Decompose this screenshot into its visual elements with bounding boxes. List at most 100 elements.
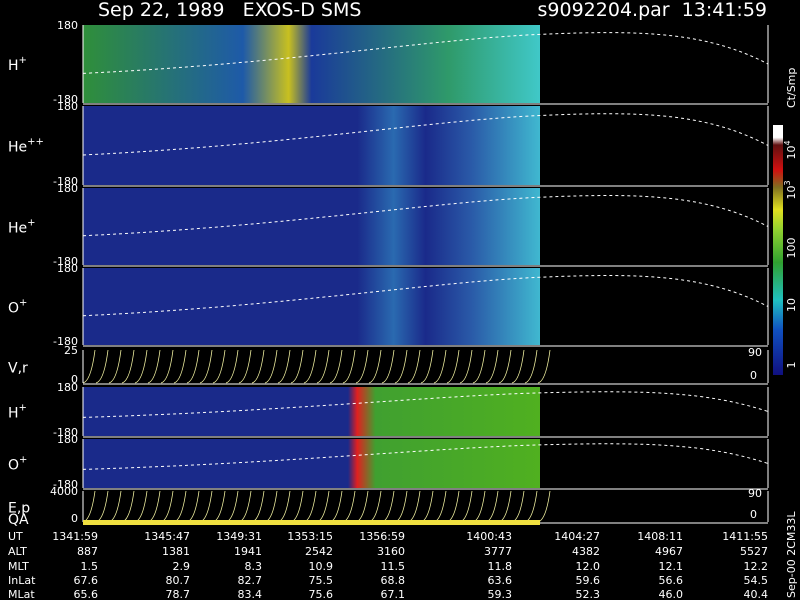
panel-label: V,r: [8, 361, 28, 377]
table-cell: 1.5: [81, 560, 99, 573]
colorbar-tick: 1: [785, 362, 798, 369]
panel-label: He++: [8, 137, 44, 156]
charge: +: [19, 55, 27, 66]
spectrogram: [83, 268, 540, 345]
table-cell: 5527: [740, 545, 768, 558]
colorbar: [773, 125, 783, 375]
table-cell: 75.5: [309, 574, 334, 587]
table-cell: 10.9: [309, 560, 334, 573]
table-cell: 887: [77, 545, 98, 558]
ion: H: [8, 58, 19, 74]
y-bottom-label: 0: [71, 373, 78, 386]
table-cell: 46.0: [659, 588, 684, 600]
table-cell: InLat: [8, 574, 36, 587]
charge: ++: [27, 137, 44, 148]
table-cell: 67.1: [381, 588, 406, 600]
spectrogram: [83, 25, 540, 103]
y-top-label: 180: [57, 381, 78, 394]
footer: Sep-00 2CM33L: [785, 511, 798, 598]
table-cell: 8.3: [245, 560, 263, 573]
table-cell: 1356:59: [359, 530, 405, 543]
title: Sep 22, 1989 EXOS-D SMS: [98, 0, 361, 21]
table-cell: MLT: [8, 560, 29, 573]
table-cell: MLat: [8, 588, 35, 600]
table-cell: 1941: [234, 545, 262, 558]
table-cell: 54.5: [744, 574, 769, 587]
y-bottom-label: -180: [53, 426, 78, 439]
tick-base: 1: [785, 362, 798, 369]
right-axis-top: 90: [748, 487, 762, 500]
table-cell: 4382: [572, 545, 600, 558]
y-bottom-label: -180: [53, 335, 78, 348]
angle-curves: [82, 349, 551, 384]
tick-base: 10: [785, 146, 798, 160]
dashed-curve: [82, 443, 769, 470]
table-cell: 83.4: [238, 588, 263, 600]
charge: +: [27, 218, 35, 229]
tick-base: 100: [785, 238, 798, 259]
table-cell: 1381: [162, 545, 190, 558]
table-cell: 63.6: [488, 574, 513, 587]
colorbar-tick: 104: [783, 140, 798, 159]
charge: +: [19, 298, 27, 309]
table-cell: 65.6: [74, 588, 99, 600]
charge: +: [19, 455, 27, 466]
tick-exp: 4: [783, 140, 792, 145]
table-cell: 59.6: [576, 574, 601, 587]
angle-curves: [82, 490, 551, 523]
table-cell: UT: [8, 530, 23, 543]
colorbar-tick: 10: [785, 298, 798, 312]
ion: He: [8, 221, 27, 237]
table-cell: 2542: [305, 545, 333, 558]
table-cell: 1341:59: [52, 530, 98, 543]
tick-exp: 3: [783, 180, 792, 185]
file-label: s9092204.par 13:41:59: [538, 0, 767, 21]
y-bottom-label: -180: [53, 255, 78, 268]
spectrogram: [83, 439, 540, 488]
panel-label: He+: [8, 218, 36, 237]
dashed-curve: [82, 275, 769, 317]
table-cell: 59.3: [488, 588, 513, 600]
table-cell: 2.9: [173, 560, 191, 573]
tick-base: 10: [785, 298, 798, 312]
table-cell: 1411:55: [722, 530, 768, 543]
y-bottom-label: 0: [71, 512, 78, 525]
ion: V,r: [8, 361, 28, 377]
table-cell: 40.4: [744, 588, 769, 600]
dashed-curve: [82, 391, 769, 418]
table-cell: 1345:47: [144, 530, 190, 543]
y-top-label: 180: [57, 100, 78, 113]
table-cell: 1349:31: [216, 530, 262, 543]
spectrogram: [83, 387, 540, 436]
y-top-label: 180: [57, 19, 78, 32]
table-cell: 3160: [377, 545, 405, 558]
ion: O: [8, 301, 19, 317]
spectrogram: [83, 106, 540, 185]
table-cell: 4967: [655, 545, 683, 558]
ion: H: [8, 406, 19, 422]
table-cell: 80.7: [166, 574, 191, 587]
ion: E,p: [8, 501, 30, 517]
dashed-curve: [82, 113, 769, 156]
table-cell: 12.1: [659, 560, 684, 573]
charge: +: [19, 403, 27, 414]
spectrogram: [83, 188, 540, 265]
panel-label: H+: [8, 403, 27, 422]
table-cell: 75.6: [309, 588, 334, 600]
table-cell: 52.3: [576, 588, 601, 600]
qa-bar: [83, 520, 540, 525]
y-top-label: 180: [57, 433, 78, 446]
y-top-label: 4000: [50, 485, 78, 498]
y-top-label: 180: [57, 182, 78, 195]
y-top-label: 25: [64, 344, 78, 357]
colorbar-tick: 100: [785, 238, 798, 259]
panel-label: O+: [8, 455, 27, 474]
dashed-curve: [82, 32, 769, 74]
ion: He: [8, 140, 27, 156]
right-axis-bottom: 0: [750, 369, 757, 382]
right-axis-bottom: 0: [750, 508, 757, 521]
table-cell: 67.6: [74, 574, 99, 587]
qa-label: QA: [8, 512, 29, 528]
table-cell: 1353:15: [287, 530, 333, 543]
